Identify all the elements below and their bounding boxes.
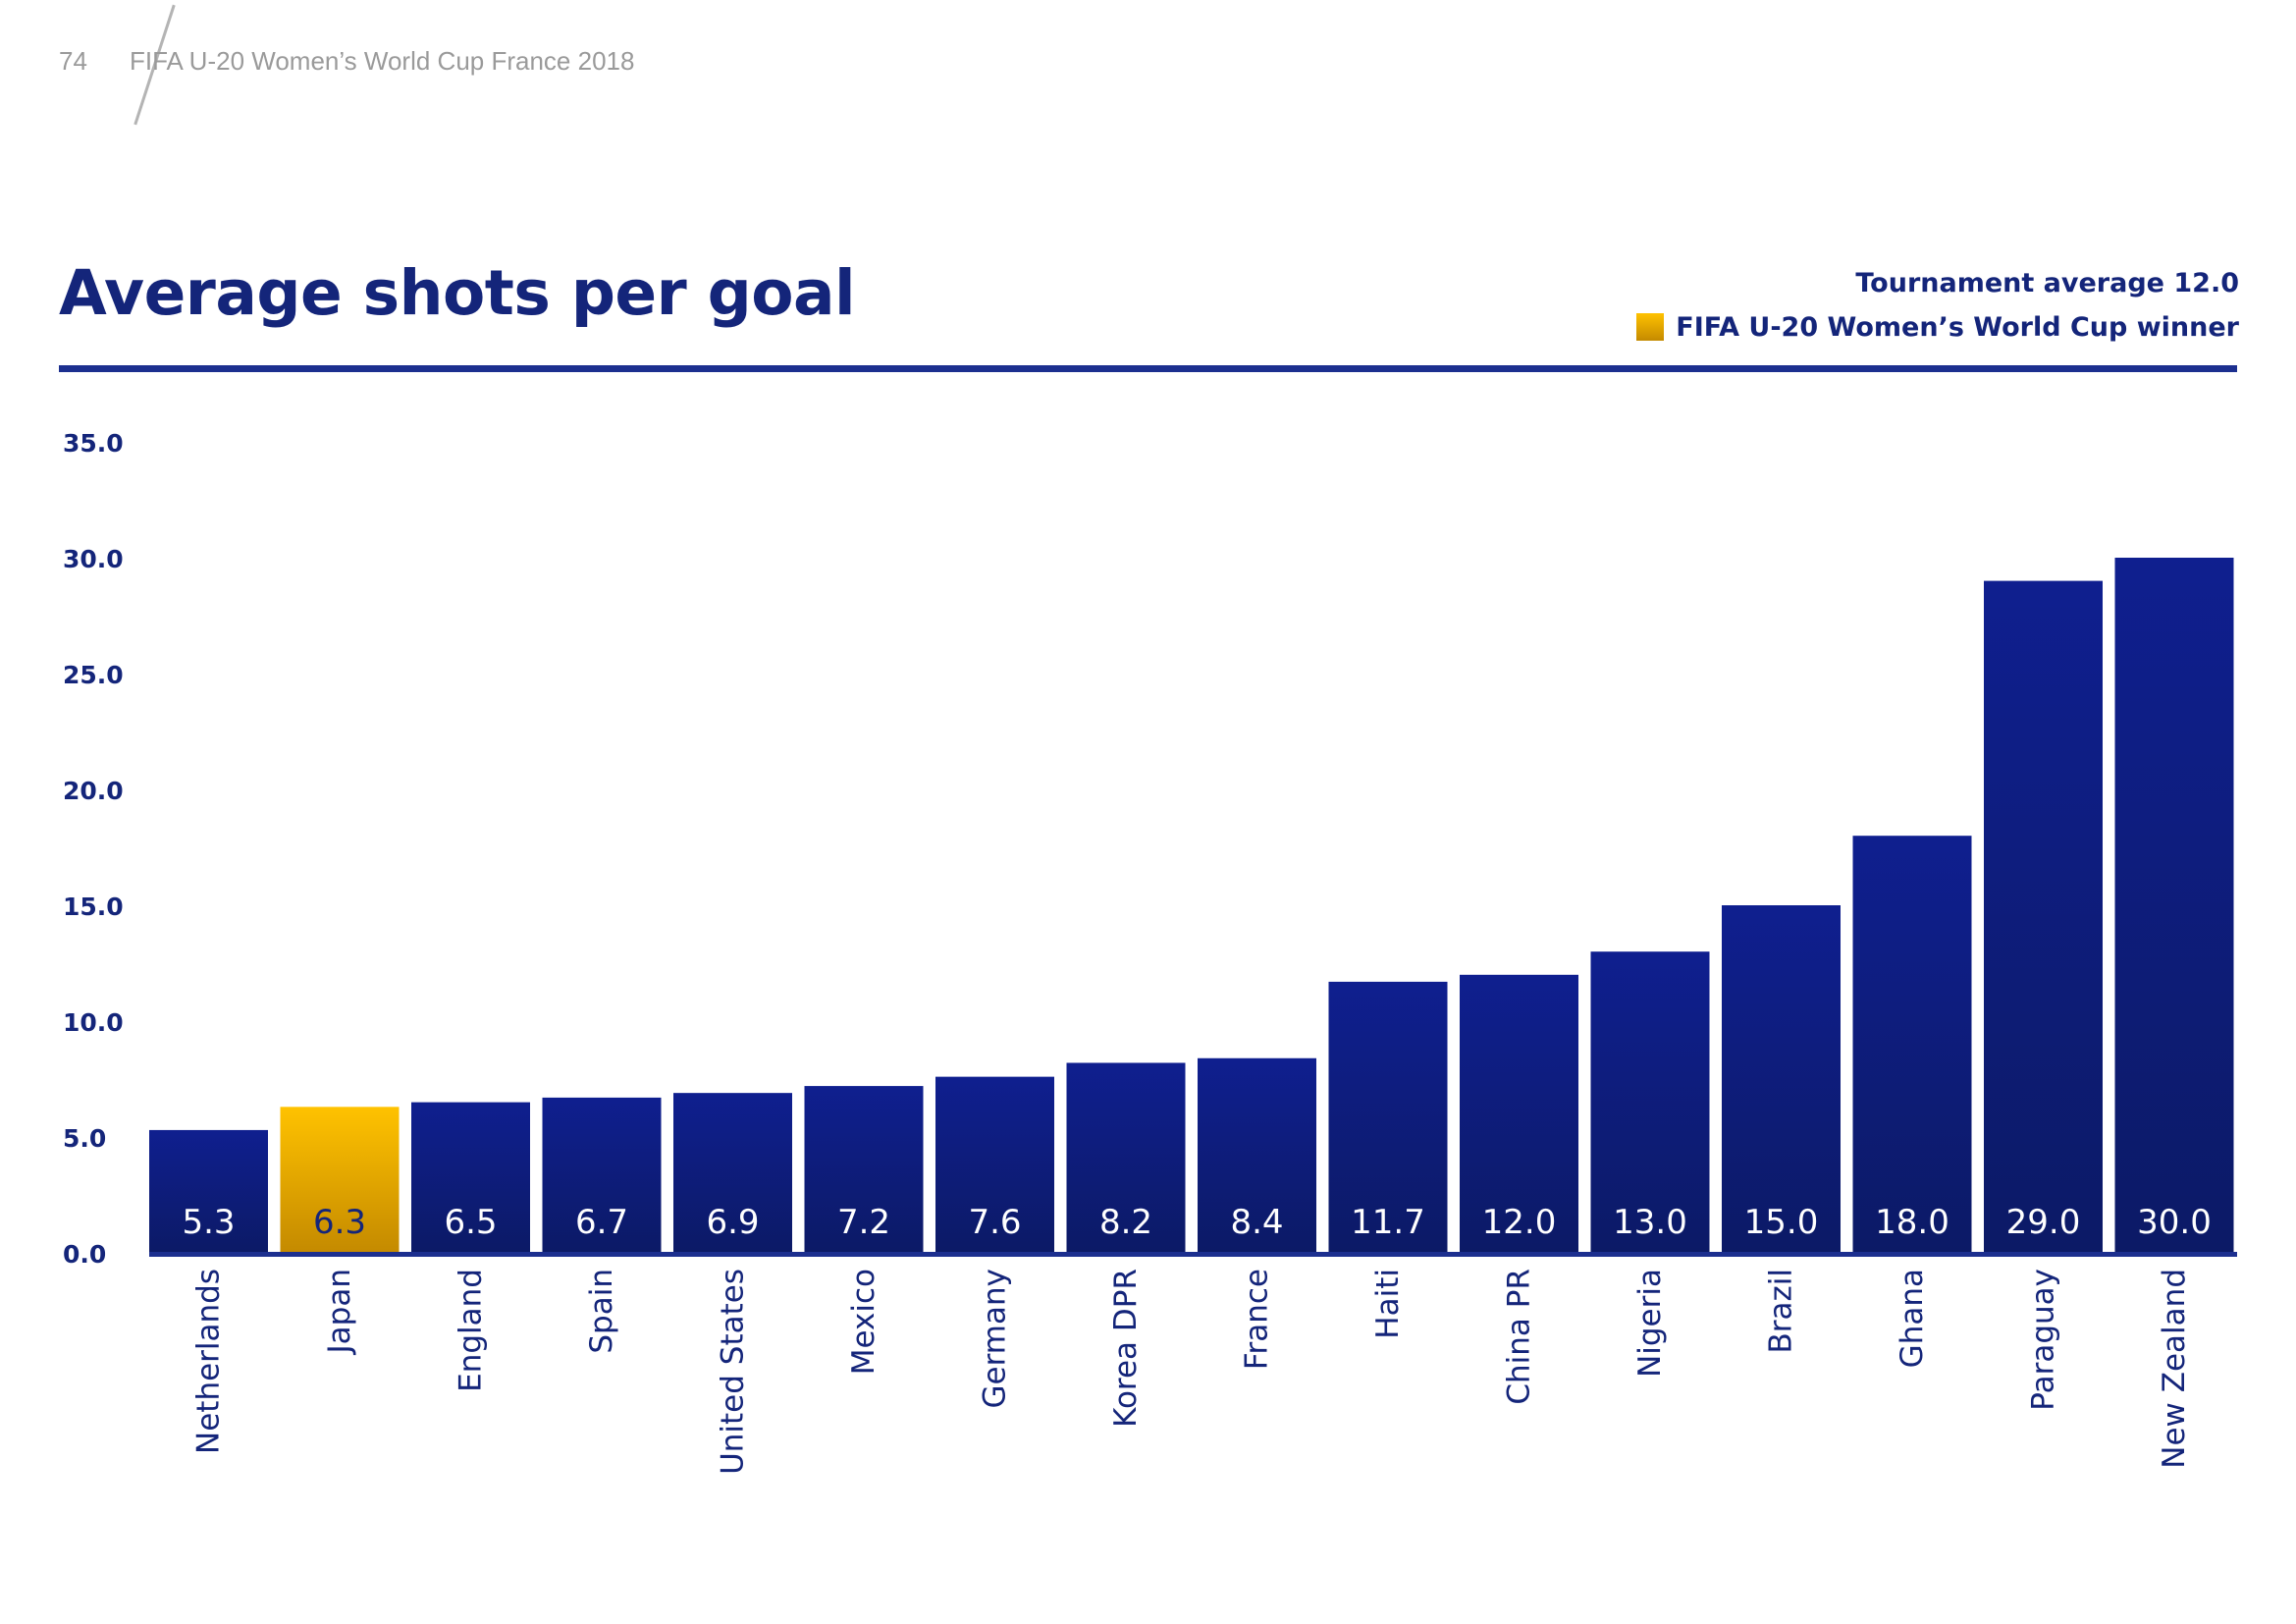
bar-value-label: 6.9 [706, 1203, 759, 1242]
winner-swatch-icon [1636, 313, 1665, 341]
document-title: FIFA U-20 Women’s World Cup France 2018 [130, 46, 635, 76]
legend: FIFA U-20 Women’s World Cup winner [1636, 309, 2239, 345]
bar [2114, 558, 2234, 1253]
x-category-label: Netherlands [191, 1269, 227, 1454]
bar [149, 1129, 268, 1253]
bar-value-label: 11.7 [1351, 1203, 1425, 1242]
y-tick-label: 5.0 [63, 1124, 106, 1153]
x-category-label: Ghana [1895, 1269, 1930, 1368]
y-tick-label: 0.0 [63, 1240, 106, 1269]
bar-chart: 0.0 5.0 10.0 15.0 20.0 25.0 30.0 35.0 5.3 Netherl… [63, 429, 2237, 1475]
y-tick-label: 15.0 [63, 893, 124, 921]
bar-value-label: 5.3 [182, 1203, 235, 1242]
x-category-label: Spain [584, 1269, 619, 1354]
legend-winner-label: FIFA U-20 Women’s World Cup winner [1676, 311, 2239, 343]
bar-value-label: 7.6 [968, 1203, 1021, 1242]
bar [1198, 1057, 1316, 1253]
x-category-label: Mexico [846, 1269, 881, 1375]
title-rule [59, 365, 2237, 372]
x-category-label: Japan [322, 1269, 357, 1355]
bar [542, 1097, 662, 1253]
x-category-label: United States [716, 1269, 751, 1475]
bar-value-label: 15.0 [1744, 1203, 1819, 1242]
bar [673, 1093, 792, 1253]
x-category-label: Haiti [1370, 1269, 1406, 1339]
y-tick-label: 10.0 [63, 1008, 124, 1037]
x-category-label: New Zealand [2157, 1269, 2192, 1469]
y-tick-label: 25.0 [63, 661, 124, 689]
bar-value-label: 29.0 [2006, 1203, 2081, 1242]
bar [804, 1086, 924, 1253]
chart-title: Average shots per goal [59, 257, 856, 329]
bar-value-label: 7.2 [837, 1203, 890, 1242]
bar-value-label: 18.0 [1875, 1203, 1949, 1242]
bar [1852, 836, 1972, 1253]
bar [1460, 974, 1578, 1253]
bar [935, 1076, 1054, 1253]
x-category-label: Germany [978, 1269, 1013, 1408]
x-category-label: England [454, 1269, 489, 1392]
bar-value-label: 12.0 [1482, 1203, 1557, 1242]
bar-value-label: 6.7 [575, 1203, 628, 1242]
x-axis-baseline [149, 1252, 2237, 1257]
bar-winner [280, 1107, 400, 1253]
x-category-label: China PR [1502, 1269, 1537, 1405]
bar [1590, 951, 1710, 1253]
bar [411, 1102, 530, 1253]
x-category-label: Brazil [1764, 1269, 1799, 1354]
bar-value-label: 6.5 [444, 1203, 497, 1242]
x-category-label: France [1240, 1269, 1275, 1370]
bar-value-label: 6.3 [313, 1203, 366, 1242]
bar-value-label: 30.0 [2137, 1203, 2212, 1242]
x-category-label: Nigeria [1632, 1269, 1668, 1378]
bar-value-label: 8.2 [1099, 1203, 1152, 1242]
bar [1066, 1062, 1186, 1253]
bar [1984, 580, 2103, 1253]
y-tick-label: 30.0 [63, 545, 124, 573]
x-category-label: Paraguay [2026, 1269, 2061, 1411]
tournament-average-note: Tournament average 12.0 [1855, 268, 2239, 298]
x-category-label: Korea DPR [1108, 1269, 1144, 1428]
bar-value-label: 13.0 [1613, 1203, 1687, 1242]
bar-value-label: 8.4 [1230, 1203, 1283, 1242]
page-number: 74 [59, 46, 87, 76]
y-tick-label: 20.0 [63, 777, 124, 805]
y-tick-label: 35.0 [63, 429, 124, 458]
bar [1328, 981, 1448, 1253]
bar [1722, 905, 1841, 1253]
